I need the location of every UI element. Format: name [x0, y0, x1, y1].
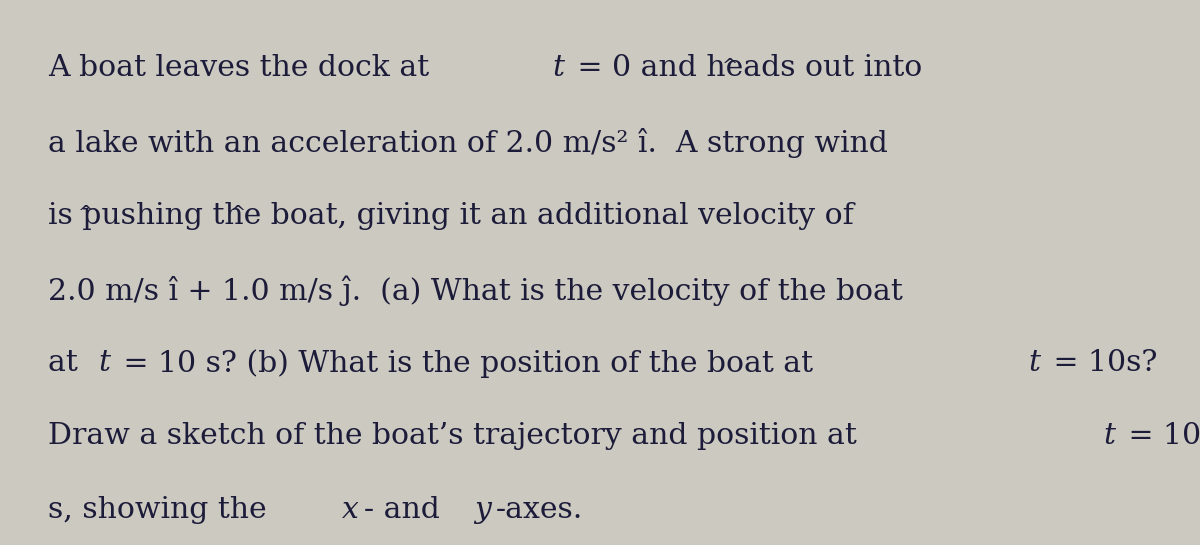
Text: t: t [552, 54, 564, 82]
Text: - and: - and [364, 496, 450, 524]
Text: s, showing the: s, showing the [48, 496, 276, 524]
Text: a lake with an acceleration of 2.0 m/s² î.  A strong wind: a lake with an acceleration of 2.0 m/s² … [48, 128, 888, 158]
Text: = 0 and heads out into: = 0 and heads out into [568, 54, 922, 82]
Text: y: y [474, 496, 491, 524]
Text: t: t [1104, 422, 1116, 450]
Text: x: x [342, 496, 359, 524]
Text: t: t [1028, 349, 1040, 377]
Text: ^: ^ [229, 205, 246, 223]
Text: = 10: = 10 [1120, 422, 1200, 450]
Text: Draw a sketch of the boat’s trajectory and position at: Draw a sketch of the boat’s trajectory a… [48, 422, 866, 450]
Text: A boat leaves the dock at: A boat leaves the dock at [48, 54, 439, 82]
Text: ^: ^ [78, 205, 95, 223]
Text: at: at [48, 349, 88, 377]
Text: = 10s?: = 10s? [1044, 349, 1157, 377]
Text: = 10 s? (b) What is the position of the boat at: = 10 s? (b) What is the position of the … [114, 349, 823, 378]
Text: 2.0 m/s î + 1.0 m/s ĵ.  (a) What is the velocity of the boat: 2.0 m/s î + 1.0 m/s ĵ. (a) What is the v… [48, 275, 902, 306]
Text: -axes.: -axes. [496, 496, 583, 524]
Text: ^: ^ [721, 58, 738, 76]
Text: is pushing the boat, giving it an additional velocity of: is pushing the boat, giving it an additi… [48, 202, 853, 229]
Text: t: t [98, 349, 110, 377]
